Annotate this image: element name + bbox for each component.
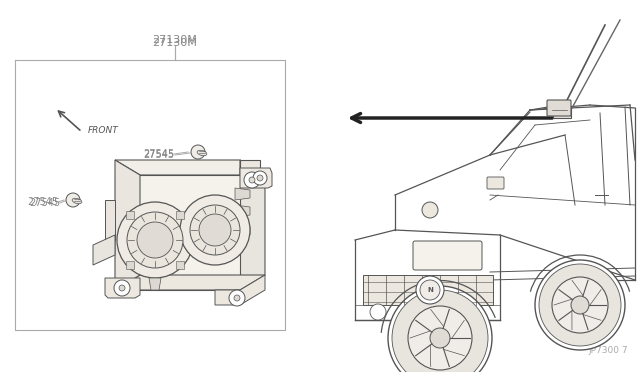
Text: 27545: 27545: [27, 197, 58, 207]
Text: 27130M: 27130M: [152, 38, 197, 48]
Polygon shape: [240, 168, 272, 188]
Circle shape: [114, 280, 130, 296]
Polygon shape: [235, 225, 250, 237]
Circle shape: [234, 295, 240, 301]
Polygon shape: [115, 175, 240, 290]
Circle shape: [190, 205, 240, 255]
Polygon shape: [126, 211, 134, 219]
Circle shape: [117, 202, 193, 278]
Circle shape: [180, 195, 250, 265]
Circle shape: [244, 172, 260, 188]
FancyBboxPatch shape: [547, 100, 571, 116]
Circle shape: [257, 175, 263, 181]
Circle shape: [229, 290, 245, 306]
Text: 27545: 27545: [143, 150, 174, 160]
Circle shape: [571, 296, 589, 314]
Polygon shape: [115, 160, 140, 290]
Circle shape: [535, 260, 625, 350]
Bar: [363, 275, 493, 305]
Polygon shape: [126, 261, 134, 269]
Polygon shape: [215, 275, 265, 305]
Circle shape: [137, 222, 173, 258]
Polygon shape: [240, 160, 265, 290]
Polygon shape: [149, 278, 161, 290]
Polygon shape: [115, 160, 265, 175]
Circle shape: [420, 280, 440, 300]
Bar: [415, 310, 465, 320]
Circle shape: [416, 276, 444, 304]
Circle shape: [191, 145, 205, 159]
Text: 27545: 27545: [29, 198, 60, 208]
Text: 27130M: 27130M: [152, 35, 197, 45]
Circle shape: [539, 264, 621, 346]
Circle shape: [249, 177, 255, 183]
Circle shape: [253, 171, 267, 185]
Circle shape: [392, 290, 488, 372]
Circle shape: [408, 306, 472, 370]
Circle shape: [552, 277, 608, 333]
Circle shape: [119, 285, 125, 291]
Bar: [553, 106, 571, 118]
Circle shape: [370, 304, 386, 320]
Polygon shape: [105, 278, 140, 298]
Polygon shape: [235, 188, 250, 200]
Circle shape: [127, 212, 183, 268]
Text: N: N: [427, 287, 433, 293]
Circle shape: [388, 286, 492, 372]
Polygon shape: [115, 275, 265, 290]
Text: JP7300 7: JP7300 7: [588, 346, 628, 355]
Polygon shape: [176, 211, 184, 219]
FancyBboxPatch shape: [487, 177, 504, 189]
Ellipse shape: [72, 198, 82, 204]
Polygon shape: [93, 235, 115, 265]
Circle shape: [422, 202, 438, 218]
Polygon shape: [176, 261, 184, 269]
Polygon shape: [105, 200, 115, 240]
Ellipse shape: [197, 150, 207, 156]
Polygon shape: [235, 205, 250, 217]
Circle shape: [199, 214, 231, 246]
Circle shape: [430, 328, 450, 348]
FancyBboxPatch shape: [413, 241, 482, 270]
Circle shape: [66, 193, 80, 207]
Polygon shape: [240, 160, 265, 175]
Text: FRONT: FRONT: [88, 126, 119, 135]
Text: 27545: 27545: [143, 149, 174, 159]
